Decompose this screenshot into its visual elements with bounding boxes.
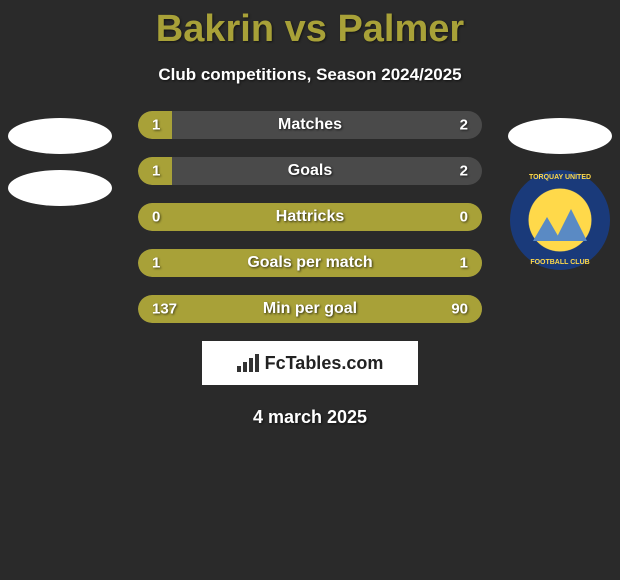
club-name-bottom: FOOTBALL CLUB: [510, 259, 610, 266]
bar-chart-icon: [237, 354, 259, 372]
club-crest: TORQUAY UNITED FOOTBALL CLUB: [510, 170, 610, 270]
crest-inner: [533, 193, 587, 247]
stat-value-left: 137: [152, 301, 177, 318]
date-label: 4 march 2025: [0, 407, 620, 428]
stat-row: 1 Goals per match 1: [138, 249, 482, 277]
stat-row: 137 Min per goal 90: [138, 295, 482, 323]
stat-row: 1 Goals 2: [138, 157, 482, 185]
stat-value-left: 1: [152, 255, 160, 272]
subtitle: Club competitions, Season 2024/2025: [0, 65, 620, 85]
stat-label: Hattricks: [276, 208, 344, 226]
source-logo[interactable]: FcTables.com: [202, 341, 418, 385]
club-name-top: TORQUAY UNITED: [510, 174, 610, 181]
player-right-badge: TORQUAY UNITED FOOTBALL CLUB: [508, 118, 612, 270]
placeholder-ellipse: [8, 170, 112, 206]
stat-value-right: 1: [460, 255, 468, 272]
stat-value-right: 2: [460, 117, 468, 134]
mountain-icon: [555, 209, 587, 241]
stat-value-left: 1: [152, 117, 160, 134]
stat-label: Matches: [278, 116, 342, 134]
placeholder-ellipse: [508, 118, 612, 154]
stat-label: Goals per match: [247, 254, 372, 272]
stat-value-right: 90: [451, 301, 468, 318]
stat-value-right: 0: [460, 209, 468, 226]
stat-label: Min per goal: [263, 300, 357, 318]
logo-text: FcTables.com: [265, 353, 384, 374]
stat-row: 0 Hattricks 0: [138, 203, 482, 231]
page-title: Bakrin vs Palmer: [0, 0, 620, 51]
stat-value-left: 0: [152, 209, 160, 226]
player-left-badge: [8, 118, 112, 222]
comparison-widget: Bakrin vs Palmer Club competitions, Seas…: [0, 0, 620, 428]
stat-label: Goals: [288, 162, 332, 180]
stat-value-right: 2: [460, 163, 468, 180]
placeholder-ellipse: [8, 118, 112, 154]
stat-row: 1 Matches 2: [138, 111, 482, 139]
stat-value-left: 1: [152, 163, 160, 180]
